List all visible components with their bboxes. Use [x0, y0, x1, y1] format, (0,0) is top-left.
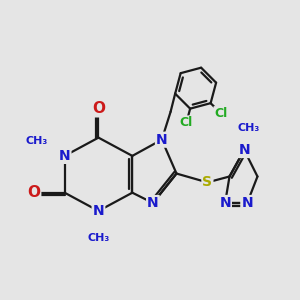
Text: N: N	[156, 133, 168, 147]
Text: S: S	[202, 176, 212, 189]
Text: CH₃: CH₃	[26, 136, 48, 146]
Text: N: N	[242, 196, 253, 210]
Text: N: N	[219, 196, 231, 210]
Text: Cl: Cl	[214, 107, 228, 120]
Text: CH₃: CH₃	[238, 123, 260, 133]
Text: N: N	[93, 204, 104, 218]
Text: Cl: Cl	[180, 116, 193, 129]
Text: N: N	[59, 149, 70, 163]
Text: N: N	[238, 143, 250, 157]
Text: O: O	[27, 185, 40, 200]
Text: N: N	[147, 196, 159, 210]
Text: O: O	[92, 101, 105, 116]
Text: CH₃: CH₃	[87, 233, 110, 243]
